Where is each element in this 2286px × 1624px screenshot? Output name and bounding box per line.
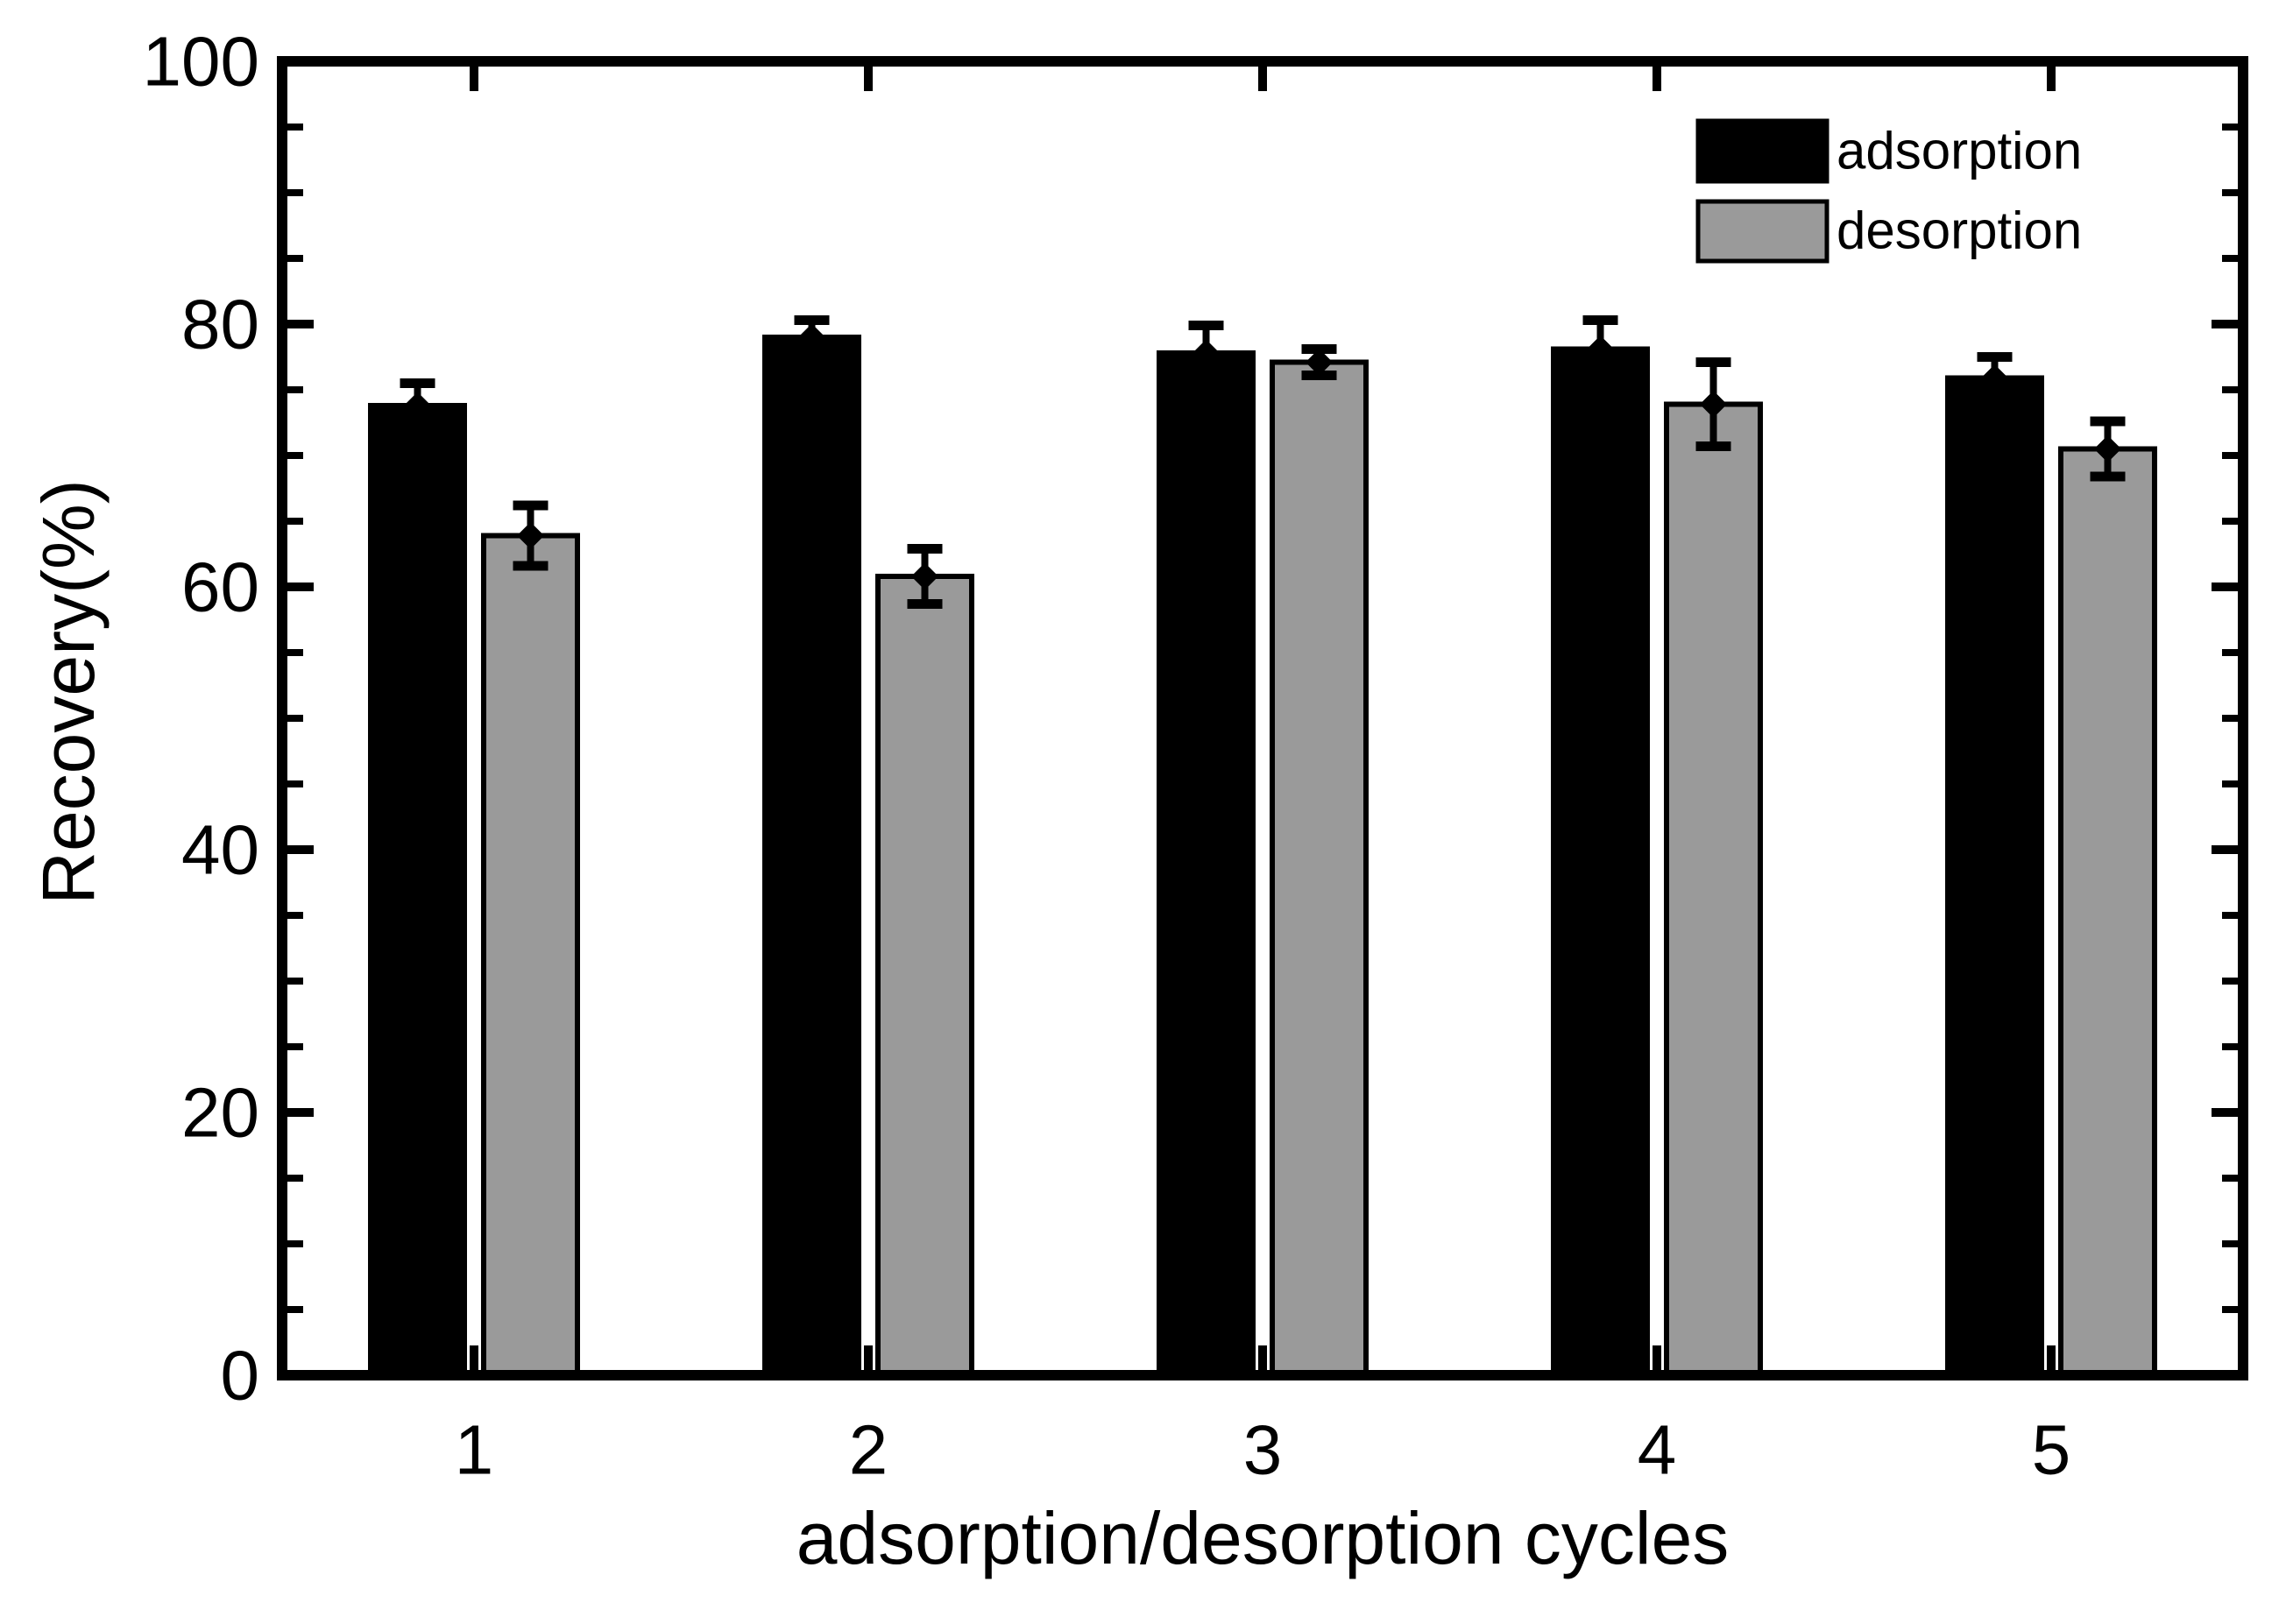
plot-area <box>282 61 2243 1375</box>
x-tick-label: 5 <box>2032 1411 2071 1489</box>
bar-adsorption-4 <box>1551 346 1650 1378</box>
x-tick-label: 2 <box>849 1411 888 1489</box>
bar-desorption-1 <box>481 533 580 1378</box>
error-bar-desorption-5 <box>2090 416 2126 482</box>
bar-adsorption-5 <box>1945 375 2044 1378</box>
bar-desorption-4 <box>1664 401 1763 1378</box>
legend-item-desorption: desorption <box>1695 199 2082 264</box>
bar-adsorption-1 <box>368 403 467 1378</box>
error-bar-desorption-4 <box>1695 357 1731 451</box>
x-tick-label: 3 <box>1243 1411 1283 1489</box>
x-axis-title: adsorption/desorption cycles <box>796 1497 1730 1579</box>
x-tick-label: 4 <box>1638 1411 1677 1489</box>
y-tick-label: 80 <box>181 286 259 364</box>
mean-marker <box>1699 390 1728 419</box>
error-bar-adsorption-3 <box>1188 321 1224 385</box>
legend-swatch-desorption <box>1695 199 1830 264</box>
y-ticks-layer <box>287 124 2238 1313</box>
error-bar-adsorption-1 <box>400 378 435 433</box>
error-bar-desorption-3 <box>1301 344 1337 380</box>
legend-swatch-adsorption <box>1695 118 1830 184</box>
mean-marker <box>1586 335 1615 364</box>
legend: adsorption desorption <box>1695 118 2082 264</box>
y-tick-label: 20 <box>181 1074 259 1152</box>
bar-adsorption-3 <box>1157 350 1256 1378</box>
mean-marker <box>2093 434 2122 463</box>
bars-layer <box>368 335 2157 1378</box>
y-axis-title: Recovery(%) <box>27 479 110 904</box>
error-bar-adsorption-4 <box>1582 315 1618 383</box>
x-tick-labels-layer: 1 2 3 4 5 <box>455 1411 2071 1489</box>
mean-marker <box>403 392 432 420</box>
mean-marker <box>797 323 826 351</box>
legend-item-adsorption: adsorption <box>1695 118 2082 184</box>
y-tick-label: 100 <box>143 23 259 101</box>
mean-marker <box>1192 339 1221 367</box>
mean-marker <box>1305 348 1334 377</box>
plot-frame <box>277 56 2248 1380</box>
error-bars-layer <box>400 315 2126 609</box>
legend-label-adsorption: adsorption <box>1837 122 2082 180</box>
y-tick-label: 60 <box>181 548 259 626</box>
x-tick-label: 1 <box>455 1411 494 1489</box>
bar-desorption-2 <box>875 574 974 1378</box>
y-tick-label: 0 <box>221 1337 260 1415</box>
error-bar-adsorption-2 <box>794 315 830 359</box>
bar-desorption-3 <box>1270 359 1369 1378</box>
error-bar-adsorption-5 <box>1977 352 2013 404</box>
y-tick-labels-layer: 0 20 40 60 80 100 <box>143 23 259 1415</box>
legend-label-desorption: desorption <box>1837 201 2082 260</box>
x-ticks-layer <box>470 67 2056 1370</box>
bar-desorption-5 <box>2058 446 2157 1378</box>
bar-adsorption-2 <box>762 335 861 1378</box>
mean-marker <box>1980 364 2009 392</box>
y-tick-label: 40 <box>181 811 259 889</box>
